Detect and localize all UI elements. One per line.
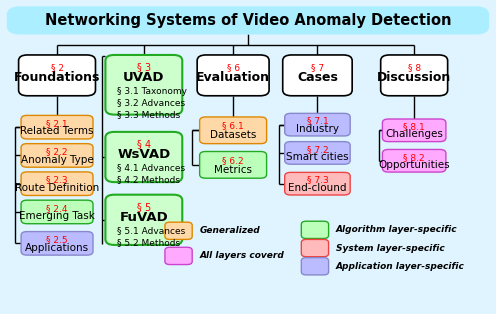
FancyBboxPatch shape <box>283 55 352 96</box>
Text: § 6: § 6 <box>227 63 240 72</box>
Text: § 2.2: § 2.2 <box>46 147 68 156</box>
FancyBboxPatch shape <box>7 7 489 34</box>
Text: Industry: Industry <box>296 124 339 134</box>
FancyBboxPatch shape <box>165 222 192 239</box>
FancyBboxPatch shape <box>381 55 447 96</box>
FancyBboxPatch shape <box>285 142 350 164</box>
Text: § 8: § 8 <box>408 63 421 72</box>
Text: Applications: Applications <box>25 243 89 252</box>
Text: Challenges: Challenges <box>385 129 443 139</box>
Text: Cases: Cases <box>297 71 338 84</box>
Text: Smart cities: Smart cities <box>286 152 349 162</box>
Text: § 3.3 Methods: § 3.3 Methods <box>117 111 180 119</box>
FancyBboxPatch shape <box>21 116 93 139</box>
Text: System layer-specific: System layer-specific <box>336 244 445 252</box>
Text: § 5: § 5 <box>137 202 151 212</box>
FancyBboxPatch shape <box>301 221 328 239</box>
Text: § 4.2 Methods: § 4.2 Methods <box>117 176 180 184</box>
Text: § 2.5: § 2.5 <box>46 235 68 244</box>
Text: § 2: § 2 <box>51 63 63 72</box>
Text: Algorithm layer-specific: Algorithm layer-specific <box>336 225 458 234</box>
FancyBboxPatch shape <box>21 200 93 224</box>
FancyBboxPatch shape <box>382 149 446 172</box>
Text: Networking Systems of Video Anomaly Detection: Networking Systems of Video Anomaly Dete… <box>45 13 451 28</box>
Text: § 4.1 Advances: § 4.1 Advances <box>117 164 185 172</box>
Text: WsVAD: WsVAD <box>117 148 171 161</box>
FancyBboxPatch shape <box>197 55 269 96</box>
Text: § 6.2: § 6.2 <box>222 156 244 165</box>
FancyBboxPatch shape <box>199 117 266 144</box>
Text: Related Terms: Related Terms <box>20 127 94 136</box>
Text: UVAD: UVAD <box>123 71 165 84</box>
FancyBboxPatch shape <box>105 55 182 115</box>
Text: All layers coverd: All layers coverd <box>199 252 285 260</box>
FancyBboxPatch shape <box>165 247 192 264</box>
Text: Application layer-specific: Application layer-specific <box>336 262 465 271</box>
Text: § 2.4: § 2.4 <box>46 204 68 213</box>
FancyBboxPatch shape <box>382 119 446 142</box>
Text: Foundations: Foundations <box>14 71 100 84</box>
Text: § 3: § 3 <box>137 62 151 72</box>
Text: Route Definition: Route Definition <box>15 183 99 193</box>
Text: § 5.1 Advances: § 5.1 Advances <box>117 226 185 235</box>
Text: Opportunities: Opportunities <box>378 160 450 170</box>
Text: Generalized: Generalized <box>199 226 260 235</box>
FancyBboxPatch shape <box>105 195 182 245</box>
FancyBboxPatch shape <box>301 257 328 275</box>
FancyBboxPatch shape <box>21 172 93 195</box>
Text: § 5.2 Methods: § 5.2 Methods <box>117 238 180 247</box>
Text: § 4: § 4 <box>137 139 151 149</box>
Text: § 2.3: § 2.3 <box>46 176 68 184</box>
Text: § 8.2: § 8.2 <box>403 153 425 162</box>
FancyBboxPatch shape <box>21 232 93 255</box>
Text: FuVAD: FuVAD <box>120 211 168 224</box>
FancyBboxPatch shape <box>105 132 182 182</box>
Text: § 8.1: § 8.1 <box>403 122 425 131</box>
FancyBboxPatch shape <box>301 239 328 257</box>
FancyBboxPatch shape <box>19 55 95 96</box>
Text: Emerging Task: Emerging Task <box>19 211 95 221</box>
Text: Discussion: Discussion <box>377 71 451 84</box>
Text: § 2.1: § 2.1 <box>46 119 68 128</box>
FancyBboxPatch shape <box>21 144 93 167</box>
Text: § 7.1: § 7.1 <box>307 116 328 126</box>
Text: § 6.1: § 6.1 <box>222 122 244 131</box>
FancyBboxPatch shape <box>285 113 350 136</box>
Text: § 7.3: § 7.3 <box>307 176 328 185</box>
FancyBboxPatch shape <box>285 172 350 195</box>
Text: § 7: § 7 <box>311 63 324 72</box>
Text: End-clound: End-clound <box>288 183 347 193</box>
Text: Datasets: Datasets <box>210 130 256 140</box>
Text: § 7.2: § 7.2 <box>307 145 328 154</box>
Text: Evaluation: Evaluation <box>196 71 270 84</box>
Text: Metrics: Metrics <box>214 165 252 175</box>
Text: Anomaly Type: Anomaly Type <box>21 155 93 165</box>
Text: § 3.2 Advances: § 3.2 Advances <box>117 99 185 107</box>
FancyBboxPatch shape <box>199 152 266 178</box>
Text: § 3.1 Taxonomy: § 3.1 Taxonomy <box>117 87 187 95</box>
